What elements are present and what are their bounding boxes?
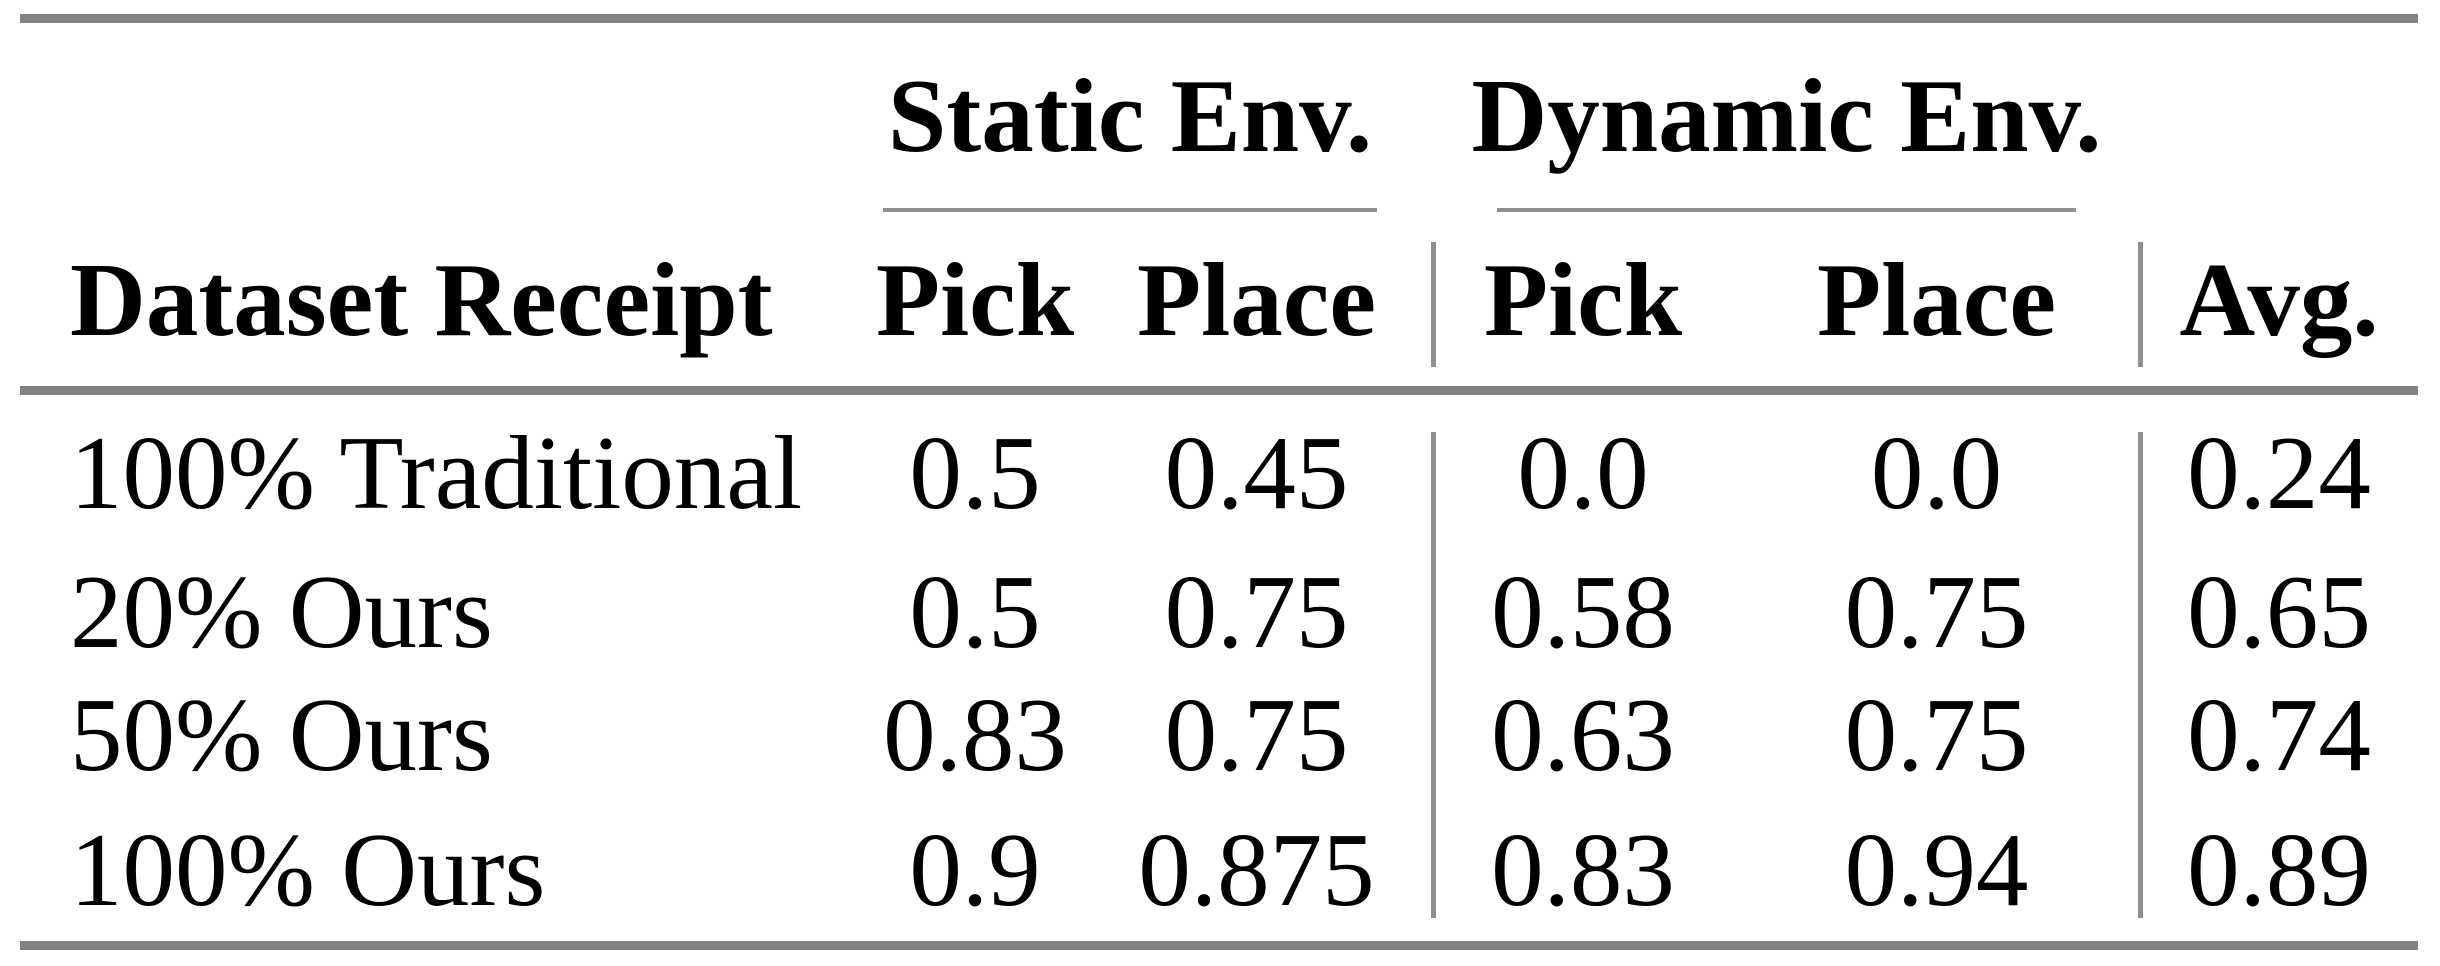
cmidrule-static-env xyxy=(883,208,1377,212)
cell-avg: 0.24 xyxy=(2187,414,2371,531)
col-header-static-place: Place xyxy=(1136,240,1377,358)
cell-static-pick: 0.5 xyxy=(909,414,1041,531)
column-header-row: Dataset Receipt Pick Place Pick Place Av… xyxy=(20,212,2418,386)
cell-dynamic-pick: 0.83 xyxy=(1491,810,1675,928)
group-header-static-env: Static Env. xyxy=(887,57,1373,174)
cell-avg: 0.89 xyxy=(2187,810,2371,928)
cell-static-place: 0.875 xyxy=(1138,810,1375,928)
cell-static-pick: 0.9 xyxy=(909,810,1041,928)
cell-avg: 0.74 xyxy=(2187,676,2371,793)
cell-avg: 0.65 xyxy=(2187,552,2371,670)
cmidrule-dynamic-env xyxy=(1497,208,2076,212)
cell-static-pick: 0.5 xyxy=(909,552,1041,670)
cell-dataset: 100% Ours xyxy=(70,810,546,928)
cell-static-place: 0.75 xyxy=(1164,676,1349,793)
group-header-dynamic-env: Dynamic Env. xyxy=(1471,57,2102,174)
cell-dynamic-pick: 0.63 xyxy=(1491,676,1675,793)
col-header-static-pick: Pick xyxy=(875,240,1075,358)
col-header-dynamic-place: Place xyxy=(1816,240,2057,358)
cell-static-pick: 0.83 xyxy=(883,676,1067,793)
cell-dynamic-place: 0.94 xyxy=(1844,810,2029,928)
vertical-rule-1-body xyxy=(1431,432,1436,918)
bottom-rule xyxy=(20,941,2418,950)
cell-dynamic-pick: 0.0 xyxy=(1517,414,1649,531)
cell-dataset: 100% Traditional xyxy=(70,414,803,531)
cell-dynamic-pick: 0.58 xyxy=(1491,552,1675,670)
table-body: 100% Traditional 0.5 0.45 0.0 0.0 0.24 2… xyxy=(20,395,2418,941)
cell-dynamic-place: 0.75 xyxy=(1844,552,2029,670)
vertical-rule-2-body xyxy=(2138,432,2143,918)
col-header-avg: Avg. xyxy=(2179,240,2379,358)
cell-dynamic-place: 0.75 xyxy=(1844,676,2029,793)
vertical-rule-2-header xyxy=(2138,242,2143,367)
col-header-dynamic-pick: Pick xyxy=(1483,240,1683,358)
cell-dataset: 50% Ours xyxy=(70,676,493,793)
cell-dynamic-place: 0.0 xyxy=(1870,414,2003,531)
top-rule xyxy=(20,14,2418,23)
header-separator-rule xyxy=(20,386,2418,395)
cell-static-place: 0.45 xyxy=(1164,414,1349,531)
cell-static-place: 0.75 xyxy=(1164,552,1349,670)
col-header-dataset-receipt: Dataset Receipt xyxy=(70,240,773,358)
vertical-rule-1-header xyxy=(1431,242,1436,367)
cell-dataset: 20% Ours xyxy=(70,552,493,670)
